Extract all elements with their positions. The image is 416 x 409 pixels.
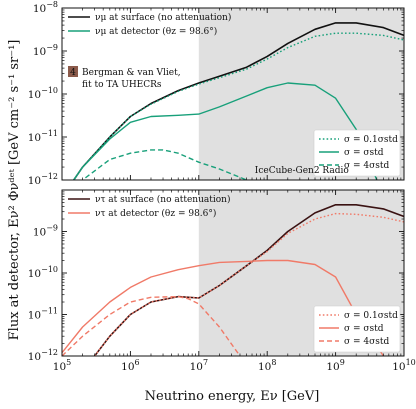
series-line-surface	[93, 204, 404, 356]
legend-style-label: σ = 4σstd	[344, 337, 390, 347]
model-badge-number: 4	[70, 68, 76, 78]
x-tick-label: 107	[190, 358, 208, 373]
x-tick-label: 106	[121, 358, 139, 373]
y-axis-label: Flux at detector, Eν² Φνᵈᵉᵗ [GeV cm⁻² s⁻…	[7, 40, 22, 341]
legend-series-label: ντ at detector (θz = 98.6°)	[95, 208, 216, 219]
series-legend: νμ at surface (no attenuation) νμ at dete…	[68, 12, 231, 37]
legend-style-label: σ = σstd	[344, 148, 384, 158]
series-legend: ντ at surface (no attenuation) ντ at dete…	[68, 194, 231, 219]
model-label-line2: fit to TA UHECRs	[82, 80, 162, 90]
region-label: IceCube-Gen2 Radio	[255, 166, 349, 176]
top-panel: 10−12 10−11 10−10 10−9 10−8 νμ at surface (no…	[28, 0, 405, 187]
series-line-0-1-sigma-std	[72, 32, 404, 180]
legend-style-label: σ = 0.1σstd	[344, 311, 398, 321]
y-tick-label: 10−11	[28, 129, 58, 144]
series-line-sigma-std	[72, 82, 378, 180]
legend-series-label: νμ at detector (θz = 98.6°)	[95, 26, 217, 37]
x-axis-label: Neutrino energy, Eν [GeV]	[145, 389, 320, 404]
series-group	[72, 22, 404, 180]
legend-style-label: σ = 0.1σstd	[344, 135, 398, 145]
model-annotation: 4 Bergman & van Vliet, fit to TA UHECRs	[68, 66, 181, 90]
style-legend: σ = 0.1σstd σ = σstd σ = 4σstd	[313, 129, 401, 177]
legend-style-label: σ = 4σstd	[344, 161, 390, 171]
y-tick-label: 10−12	[28, 172, 58, 187]
x-tick-label: 105	[53, 358, 71, 373]
style-legend: σ = 0.1σstd σ = σstd σ = 4σstd	[313, 305, 401, 353]
x-tick-label: 1010	[392, 358, 416, 373]
x-tick-label: 108	[258, 358, 276, 373]
y-tick-label: 10−8	[33, 0, 58, 15]
legend-series-label: ντ at surface (no attenuation)	[95, 194, 231, 205]
series-line-sigma-std	[62, 259, 384, 356]
series-line-4-sigma-std	[62, 295, 241, 356]
y-tick-label: 10−10	[28, 265, 58, 280]
series-line-4-sigma-std	[81, 149, 249, 180]
series-group	[62, 204, 404, 356]
y-tick-label: 10−11	[28, 307, 58, 322]
y-tick-label: 10−9	[33, 224, 58, 239]
legend-series-label: νμ at surface (no attenuation)	[95, 12, 231, 23]
model-label-line1: Bergman & van Vliet,	[82, 68, 181, 78]
model-badge	[68, 66, 78, 77]
legend-style-label: σ = σstd	[344, 324, 384, 334]
x-tick-label: 109	[326, 358, 344, 373]
y-tick-label: 10−10	[28, 86, 58, 101]
y-tick-label: 10−9	[33, 43, 58, 58]
